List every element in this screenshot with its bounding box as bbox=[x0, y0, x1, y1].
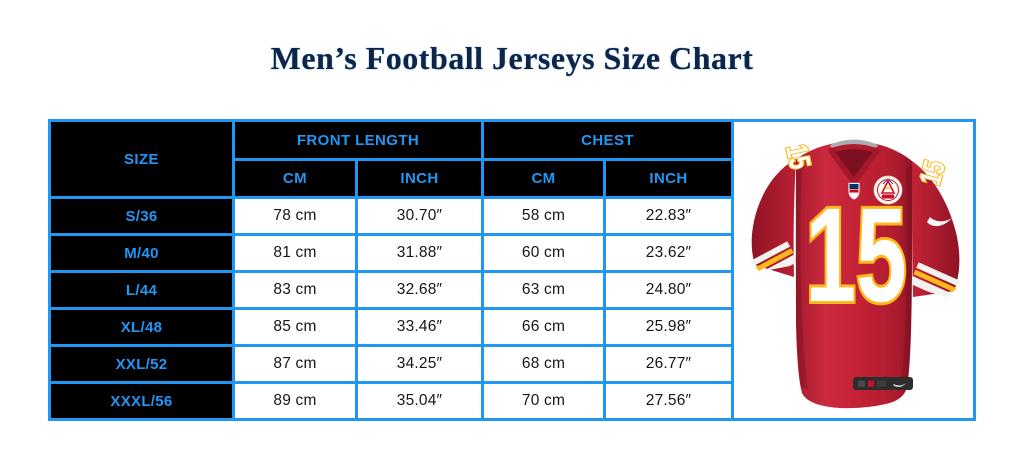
front-length-inch-value: 31.88″ bbox=[354, 233, 485, 273]
front-length-inch-value: 34.25″ bbox=[354, 344, 485, 384]
size-label: XL/48 bbox=[48, 307, 235, 347]
chest-inch-value: 26.77″ bbox=[603, 344, 735, 384]
table-row: L/44 83 cm 32.68″ 63 cm 24.80″ bbox=[48, 270, 975, 310]
column-header-size: SIZE bbox=[48, 119, 235, 199]
front-length-cm-value: 78 cm bbox=[232, 196, 358, 236]
front-length-inch-value: 33.46″ bbox=[354, 307, 485, 347]
football-jersey-graphic: 15 15 15 bbox=[735, 139, 972, 408]
column-header-front-inch: INCH bbox=[354, 158, 485, 199]
header-row-2: CM INCH CM INCH bbox=[50, 158, 975, 199]
column-header-front-cm: CM bbox=[232, 158, 358, 199]
team-patch-icon bbox=[873, 175, 902, 204]
table-row: S/36 78 cm 30.70″ 58 cm 22.83″ bbox=[48, 196, 975, 236]
page-title: Men’s Football Jerseys Size Chart bbox=[270, 40, 754, 76]
nfl-shield-icon bbox=[847, 182, 860, 200]
table-row: M/40 81 cm 31.88″ 60 cm 23.62″ bbox=[48, 233, 975, 273]
chest-inch-value: 27.56″ bbox=[603, 381, 735, 421]
jersey-torso bbox=[795, 140, 912, 408]
chest-inch-value: 22.83″ bbox=[603, 196, 735, 236]
chest-cm-value: 68 cm bbox=[481, 344, 607, 384]
front-length-inch-value: 32.68″ bbox=[354, 270, 485, 310]
chest-number: 15 bbox=[805, 180, 906, 330]
front-length-inch-value: 35.04″ bbox=[354, 381, 485, 421]
chest-inch-value: 25.98″ bbox=[603, 307, 735, 347]
table-row: XXXL/56 89 cm 35.04″ 70 cm 27.56″ bbox=[48, 381, 975, 421]
size-label: S/36 bbox=[48, 196, 235, 236]
size-label: L/44 bbox=[48, 270, 235, 310]
front-length-cm-value: 85 cm bbox=[232, 307, 358, 347]
jersey-product-image: 15 15 15 bbox=[735, 124, 972, 417]
jersey-product-image-cell: 15 15 15 bbox=[731, 119, 977, 421]
jersey-collar bbox=[828, 139, 880, 184]
nike-swoosh-icon bbox=[926, 216, 952, 226]
hem-tag bbox=[852, 376, 913, 390]
column-header-front-length: FRONT LENGTH bbox=[231, 119, 485, 161]
front-length-cm-value: 89 cm bbox=[232, 381, 358, 421]
header-row-1: SIZE FRONT LENGTH CHEST bbox=[48, 119, 977, 421]
column-header-chest-inch: INCH bbox=[603, 158, 735, 199]
chest-cm-value: 63 cm bbox=[481, 270, 607, 310]
chest-cm-value: 70 cm bbox=[481, 381, 607, 421]
front-length-cm-value: 87 cm bbox=[232, 344, 358, 384]
chest-inch-value: 23.62″ bbox=[603, 233, 735, 273]
front-length-cm-value: 81 cm bbox=[232, 233, 358, 273]
size-label: M/40 bbox=[48, 233, 235, 273]
front-length-cm-value: 83 cm bbox=[232, 270, 358, 310]
chest-inch-value: 24.80″ bbox=[603, 270, 735, 310]
chest-cm-value: 66 cm bbox=[481, 307, 607, 347]
front-length-inch-value: 30.70″ bbox=[354, 196, 485, 236]
chest-cm-value: 58 cm bbox=[481, 196, 607, 236]
size-label: XXXL/56 bbox=[48, 381, 235, 421]
column-header-chest: CHEST bbox=[481, 119, 735, 161]
size-chart-table: SIZE FRONT LENGTH CHEST bbox=[48, 119, 977, 421]
table-row: XL/48 85 cm 33.46″ 66 cm 25.98″ bbox=[48, 307, 975, 347]
column-header-chest-cm: CM bbox=[481, 158, 607, 199]
table-row: XXL/52 87 cm 34.25″ 68 cm 26.77″ bbox=[48, 344, 975, 384]
size-label: XXL/52 bbox=[48, 344, 235, 384]
chest-cm-value: 60 cm bbox=[481, 233, 607, 273]
